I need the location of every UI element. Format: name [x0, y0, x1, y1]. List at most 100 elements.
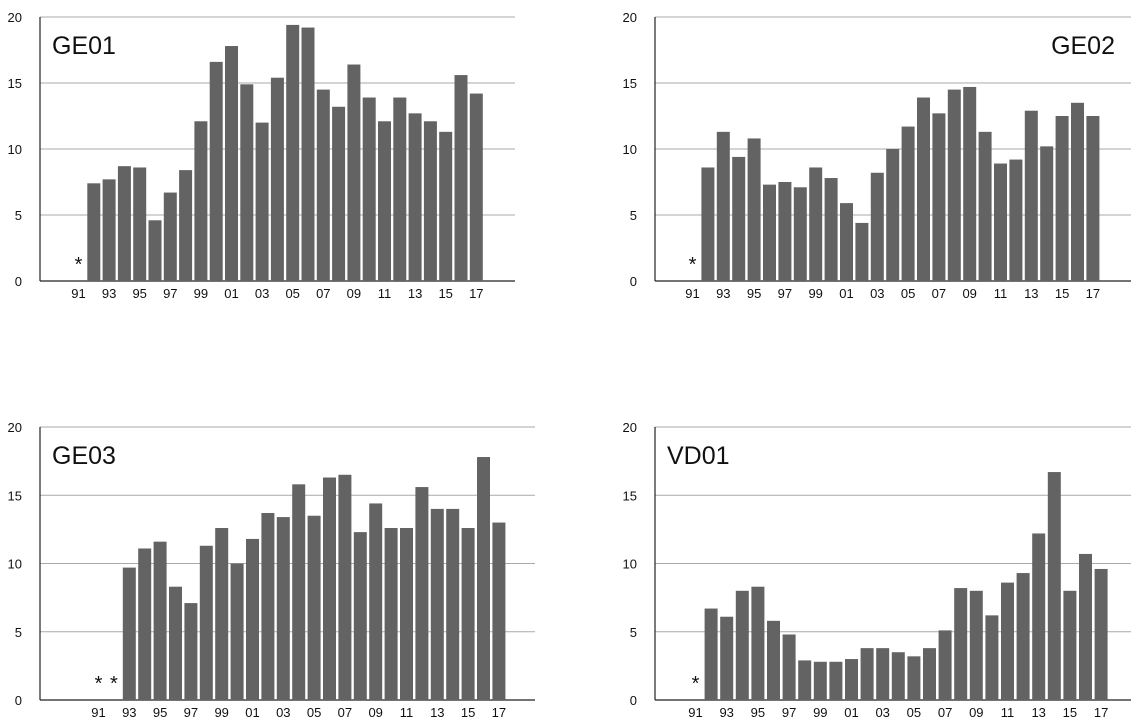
x-tick-label: 15 — [438, 286, 452, 301]
x-tick-label: 01 — [844, 705, 858, 720]
x-tick-label: 91 — [685, 286, 699, 301]
bar-04 — [292, 484, 306, 700]
x-tick-label: 95 — [751, 705, 765, 720]
bar-10 — [384, 528, 398, 700]
x-tick-label: 03 — [875, 705, 889, 720]
bar-06 — [323, 477, 336, 700]
y-tick-label: 20 — [8, 420, 22, 435]
bar-95 — [133, 167, 147, 281]
bar-12 — [1009, 159, 1023, 281]
bar-07 — [938, 630, 952, 700]
x-tick-label: 17 — [492, 705, 506, 720]
x-tick-label: 95 — [132, 286, 146, 301]
bar-96 — [169, 586, 182, 700]
bar-02 — [860, 648, 874, 700]
bar-07 — [316, 89, 330, 281]
y-tick-label: 0 — [15, 274, 22, 289]
x-tick-label: 17 — [1094, 705, 1108, 720]
bar-93 — [716, 131, 730, 281]
bar-00 — [209, 61, 223, 281]
bar-96 — [767, 620, 780, 700]
x-tick-label: 09 — [368, 705, 382, 720]
bar-95 — [747, 138, 761, 281]
x-tick-label: 93 — [122, 705, 136, 720]
y-tick-label: 20 — [623, 420, 637, 435]
bar-04 — [886, 149, 900, 281]
x-tick-label: 07 — [316, 286, 330, 301]
bar-01 — [225, 46, 238, 281]
panel-title: VD01 — [667, 442, 730, 470]
missing-data-marker: * — [75, 254, 83, 276]
bar-97 — [778, 182, 792, 281]
x-tick-label: 99 — [194, 286, 208, 301]
bar-93 — [720, 616, 734, 700]
bar-04 — [270, 77, 284, 281]
bar-03 — [870, 172, 884, 281]
y-tick-label: 15 — [8, 488, 22, 503]
bar-12 — [1016, 573, 1030, 700]
x-tick-label: 03 — [870, 286, 884, 301]
x-tick-label: 01 — [224, 286, 238, 301]
x-tick-label: 03 — [276, 705, 290, 720]
bar-98 — [798, 660, 812, 700]
bar-92 — [701, 167, 715, 281]
bar-11 — [378, 121, 391, 281]
bar-06 — [917, 97, 930, 282]
y-tick-label: 20 — [623, 10, 637, 25]
x-tick-label: 11 — [1001, 705, 1015, 720]
x-tick-label: 91 — [71, 286, 85, 301]
bar-14 — [1047, 472, 1061, 700]
y-tick-label: 15 — [8, 76, 22, 91]
x-tick-label: 99 — [214, 705, 228, 720]
x-tick-label: 09 — [347, 286, 361, 301]
bar-05 — [907, 656, 921, 700]
x-tick-label: 09 — [969, 705, 983, 720]
x-tick-label: 99 — [808, 286, 822, 301]
panel-title: GE03 — [52, 442, 116, 470]
y-tick-label: 10 — [623, 557, 637, 572]
x-tick-label: 91 — [91, 705, 105, 720]
bar-15 — [1055, 116, 1069, 281]
bar-99 — [215, 528, 229, 700]
x-tick-label: 93 — [716, 286, 730, 301]
bar-95 — [751, 586, 765, 700]
bar-93 — [102, 179, 116, 281]
x-tick-label: 11 — [400, 705, 414, 720]
bar-09 — [969, 590, 983, 700]
bar-03 — [276, 517, 290, 700]
x-tick-label: 09 — [962, 286, 976, 301]
y-tick-label: 5 — [630, 625, 637, 640]
bar-13 — [430, 508, 444, 700]
bar-08 — [353, 532, 367, 700]
bar-94 — [732, 156, 746, 281]
x-tick-label: 99 — [813, 705, 827, 720]
y-tick-label: 5 — [630, 208, 637, 223]
y-tick-label: 0 — [630, 274, 637, 289]
bar-01 — [845, 659, 858, 700]
bar-14 — [446, 508, 460, 700]
bar-06 — [301, 27, 315, 282]
bar-92 — [87, 183, 101, 281]
bar-17 — [469, 93, 483, 281]
bar-08 — [947, 89, 961, 281]
x-tick-label: 95 — [747, 286, 761, 301]
bar-15 — [439, 131, 453, 281]
bar-10 — [985, 615, 999, 700]
x-tick-label: 95 — [153, 705, 167, 720]
x-tick-label: 13 — [408, 286, 422, 301]
bar-05 — [901, 126, 915, 281]
bar-99 — [813, 661, 827, 700]
bar-02 — [261, 512, 275, 700]
bar-96 — [148, 220, 162, 281]
x-tick-label: 15 — [461, 705, 475, 720]
bar-03 — [876, 648, 890, 700]
x-tick-label: 93 — [719, 705, 733, 720]
x-tick-label: 07 — [938, 705, 952, 720]
bar-15 — [461, 528, 475, 700]
missing-data-marker: * — [689, 254, 697, 276]
x-tick-label: 17 — [1086, 286, 1100, 301]
